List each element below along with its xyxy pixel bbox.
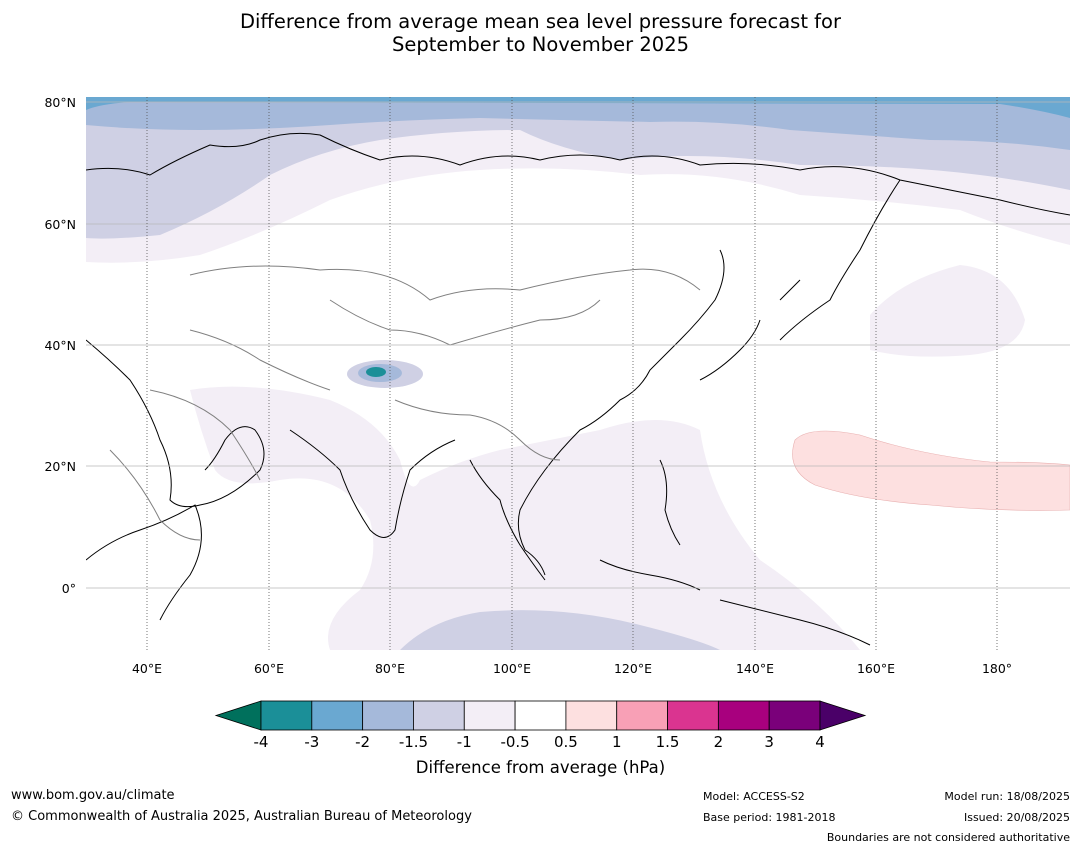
lat-label-0: 0° [61,581,76,596]
colorbar-tick-label: 2 [713,733,724,751]
footer-base-period: Base period: 1981-2018 [703,811,836,824]
anomaly-region-arctic-strong [86,97,1070,150]
lon-label-160e: 160°E [856,661,895,676]
footer-copyright: © Commonwealth of Australia 2025, Austra… [11,809,472,824]
colorbar-tick-label: 1 [611,733,622,751]
latitude-gridlines [86,101,1070,589]
colorbar-segment [463,700,516,731]
colorbar-tick-label: 1.5 [655,733,680,751]
colorbar-tick-label: 4 [815,733,825,751]
footer-boundaries: Boundaries are not considered authoritat… [826,831,1070,844]
lon-label-80e: 80°E [374,661,406,676]
colorbar-tick-label: -3 [304,733,320,751]
colorbar-segment [514,700,567,731]
colorbar-segment [768,700,821,731]
colorbar-label: Difference from average (hPa) [415,758,666,777]
title-line-1: Difference from average mean sea level p… [240,10,841,33]
lon-label-60e: 60°E [253,661,285,676]
colorbar-tick-label: 3 [764,733,774,751]
lon-label-140e: 140°E [735,661,774,676]
anomaly-region-tropical-pacific [792,430,1070,511]
anomaly-region-north-pacific [870,265,1025,357]
lon-label-100e: 100°E [492,661,531,676]
lat-label-20n: 20°N [44,459,76,474]
footer-url: www.bom.gov.au/climate [11,788,175,803]
colorbar-tick-label: 0.5 [553,733,578,751]
colorbar-segment [565,700,618,731]
pressure-anomaly-map [86,97,1070,650]
colorbar-tick-label: -1.5 [398,733,429,751]
anomaly-region-indian-ocean [190,386,860,650]
colorbar-segment [362,700,414,731]
colorbar-over-arrow [819,700,867,731]
footer-issued: Issued: 20/08/2025 [963,811,1070,824]
footer-model: Model: ACCESS-S2 [703,790,805,803]
colorbar-under-arrow [214,700,262,731]
colorbar-tick-label: -0.5 [500,733,530,751]
colorbar-segment [717,700,770,731]
map-title: Difference from average mean sea level p… [0,10,1081,56]
anomaly-region-south-indian [400,610,720,650]
footer-model-run: Model run: 18/08/2025 [944,790,1070,803]
lat-label-60n: 60°N [44,217,76,232]
longitude-gridlines [146,97,998,650]
colorbar-segment [413,700,465,731]
colorbar-segment [260,700,313,731]
lat-label-40n: 40°N [44,338,76,353]
colorbar-tick-label: -1 [456,733,472,751]
lat-label-80n: 80°N [44,95,76,110]
lon-label-40e: 40°E [131,661,163,676]
colorbar-segment [616,700,668,731]
colorbar-segment [311,700,364,731]
anomaly-region-tibet-inner [366,367,386,377]
colorbar-tick-label: -2 [355,733,371,751]
lon-label-180: 180° [981,661,1013,676]
title-line-2: September to November 2025 [391,33,690,56]
colorbar-segment [667,700,719,731]
lon-label-120e: 120°E [613,661,652,676]
coastlines [86,132,1070,646]
colorbar-tick-label: -4 [253,733,269,751]
